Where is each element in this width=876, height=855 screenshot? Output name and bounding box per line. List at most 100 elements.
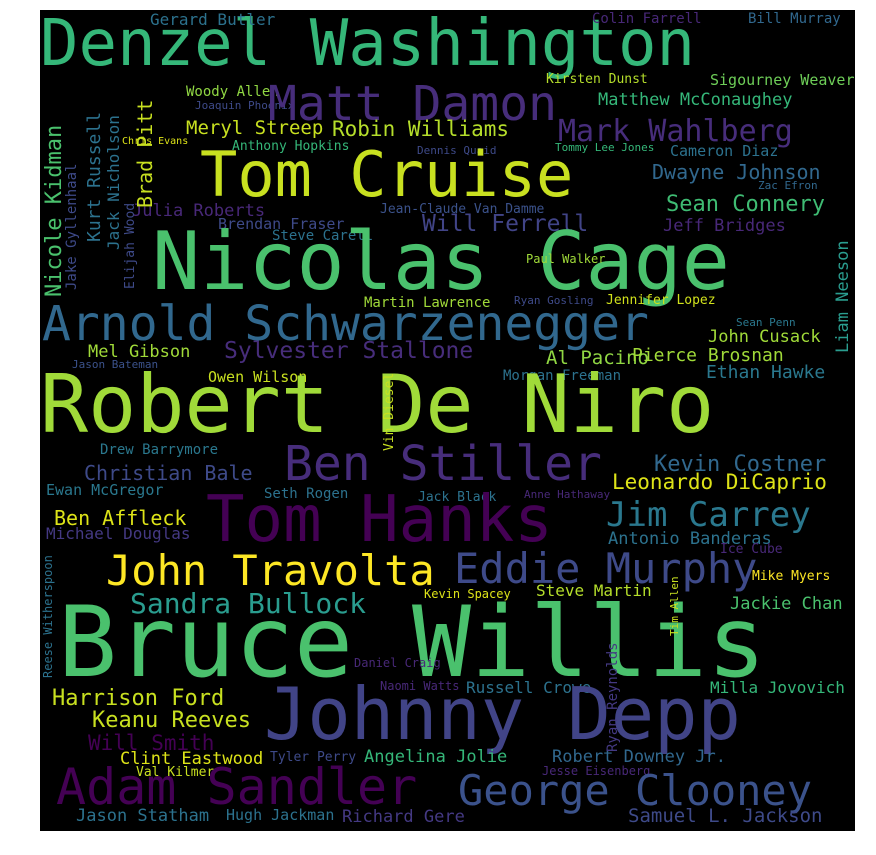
word-al-pacino: Al Pacino (546, 347, 649, 369)
word-brendan-fraser: Brendan Fraser (218, 215, 345, 233)
word-jason-bateman: Jason Bateman (72, 358, 159, 371)
word-vin-diesel: Vin Diesel (382, 372, 397, 451)
word-steve-carell: Steve Carell (272, 228, 374, 244)
word-ben-stiller: Ben Stiller (284, 436, 602, 492)
word-drew-barrymore: Drew Barrymore (100, 442, 219, 458)
word-morgan-freeman: Morgan Freeman (503, 368, 622, 384)
word-ben-affleck: Ben Affleck (54, 506, 187, 530)
word-paul-walker: Paul Walker (526, 252, 606, 266)
word-ethan-hawke: Ethan Hawke (706, 362, 826, 383)
word-will-ferrell: Will Ferrell (422, 211, 589, 237)
word-tom-cruise: Tom Cruise (200, 138, 574, 211)
word-anthony-hopkins: Anthony Hopkins (232, 139, 350, 154)
word-christian-bale: Christian Bale (84, 461, 253, 485)
word-arnold-schwarzenegger: Arnold Schwarzenegger (42, 296, 649, 352)
word-dennis-quaid: Dennis Quaid (417, 144, 497, 157)
word-jack-black: Jack Black (418, 490, 497, 505)
word-ryan-reynolds: Ryan Reynolds (605, 642, 621, 752)
word-adam-sandler: Adam Sandler (56, 758, 418, 816)
word-zac-efron: Zac Efron (758, 179, 818, 192)
word-nicole-kidman: Nicole Kidman (42, 124, 67, 297)
word-john-cusack: John Cusack (708, 327, 821, 347)
word-ewan-mcgregor: Ewan McGregor (46, 481, 164, 499)
word-antonio-banderas: Antonio Banderas (608, 529, 772, 549)
word-meryl-streep: Meryl Streep (186, 117, 324, 139)
word-will-smith: Will Smith (88, 731, 215, 755)
word-robin-williams: Robin Williams (332, 117, 510, 141)
word-samuel-l-jackson: Samuel L. Jackson (628, 805, 823, 827)
word-mark-wahlberg: Mark Wahlberg (558, 114, 793, 149)
word-gerard-butler: Gerard Butler (150, 10, 276, 29)
word-steve-martin: Steve Martin (536, 581, 652, 600)
word-kevin-costner: Kevin Costner (654, 452, 827, 477)
word-seth-rogen: Seth Rogen (264, 486, 349, 502)
word-keanu-reeves: Keanu Reeves (92, 708, 251, 733)
word-mel-gibson: Mel Gibson (88, 342, 191, 362)
word-kevin-spacey: Kevin Spacey (424, 587, 511, 601)
word-colin-farrell: Colin Farrell (592, 11, 702, 27)
word-leonardo-dicaprio: Leonardo DiCaprio (612, 470, 827, 494)
word-mike-myers: Mike Myers (752, 569, 831, 584)
word-kurt-russell: Kurt Russell (84, 111, 105, 242)
word-dwayne-johnson: Dwayne Johnson (652, 160, 821, 184)
word-jackie-chan: Jackie Chan (730, 594, 843, 614)
word-richard-gere: Richard Gere (342, 807, 465, 827)
word-jesse-eisenberg: Jesse Eisenberg (542, 764, 651, 778)
word-matt-damon: Matt Damon (268, 76, 557, 132)
word-chris-evans: Chris Evans (122, 136, 189, 147)
word-ryan-gosling: Ryan Gosling (514, 294, 594, 307)
word-george-clooney: George Clooney (458, 766, 813, 815)
word-val-kilmer: Val Kilmer (136, 765, 215, 780)
word-bruce-willis: Bruce Willis (58, 586, 767, 700)
word-sean-penn: Sean Penn (736, 316, 796, 329)
word-jack-nicholson: Jack Nicholson (104, 115, 123, 250)
word-robert-de-niro: Robert De Niro (40, 358, 715, 451)
word-nicolas-cage: Nicolas Cage (152, 215, 730, 308)
word-elijah-wood: Elijah Wood (123, 202, 138, 289)
word-hugh-jackman: Hugh Jackman (226, 806, 335, 824)
word-brad-pitt: Brad Pitt (133, 99, 157, 208)
word-tyler-perry: Tyler Perry (270, 750, 357, 765)
word-ice-cube: Ice Cube (720, 542, 783, 557)
word-martin-lawrence: Martin Lawrence (364, 295, 491, 311)
word-michael-douglas: Michael Douglas (46, 524, 191, 543)
word-johnny-depp: Johnny Depp (264, 672, 741, 756)
word-angelina-jolie: Angelina Jolie (364, 747, 508, 767)
word-bill-murray: Bill Murray (748, 11, 841, 27)
word-julia-roberts: Julia Roberts (132, 201, 266, 221)
word-naomi-watts: Naomi Watts (380, 679, 460, 693)
word-cameron-diaz: Cameron Diaz (670, 142, 779, 160)
word-harrison-ford: Harrison Ford (52, 686, 225, 711)
word-reese-witherspoon: Reese Witherspoon (41, 555, 55, 678)
word-kirsten-dunst: Kirsten Dunst (546, 72, 648, 87)
word-russell-crowe: Russell Crowe (466, 678, 592, 697)
word-sylvester-stallone: Sylvester Stallone (224, 338, 474, 364)
word-sean-connery: Sean Connery (666, 192, 825, 217)
word-joaquin-phoenix: Joaquin Phoenix (195, 99, 295, 112)
word-jim-carrey: Jim Carrey (606, 495, 811, 535)
word-john-travolta: John Travolta (106, 546, 435, 595)
word-anne-hathaway: Anne Hathaway (524, 488, 611, 501)
word-tommy-lee-jones: Tommy Lee Jones (555, 141, 655, 154)
word-matthew-mcconaughey: Matthew McConaughey (598, 90, 793, 110)
word-jason-statham: Jason Statham (76, 806, 210, 826)
word-liam-neeson: Liam Neeson (833, 240, 853, 353)
word-clint-eastwood: Clint Eastwood (120, 749, 264, 769)
word-denzel-washington: Denzel Washington (40, 10, 696, 81)
word-robert-downey-jr: Robert Downey Jr. (552, 747, 726, 767)
word-eddie-murphy: Eddie Murphy (454, 544, 758, 593)
word-tom-hanks: Tom Hanks (206, 483, 553, 557)
word-tim-allen: Tim Allen (668, 576, 681, 636)
word-sigourney-weaver: Sigourney Weaver (710, 71, 855, 89)
word-owen-wilson: Owen Wilson (208, 368, 308, 386)
word-sandra-bullock: Sandra Bullock (130, 587, 367, 620)
word-jake-gyllenhaal: Jake Gyllenhaal (64, 163, 80, 290)
word-jean-claude-van-damme: Jean-Claude Van Damme (380, 202, 545, 217)
word-jeff-bridges: Jeff Bridges (663, 216, 786, 236)
word-daniel-craig: Daniel Craig (354, 656, 441, 670)
word-jennifer-lopez: Jennifer Lopez (606, 293, 716, 308)
word-woody-allen: Woody Allen (186, 84, 279, 100)
word-pierce-brosnan: Pierce Brosnan (632, 345, 784, 366)
word-milla-jovovich: Milla Jovovich (710, 678, 845, 697)
word-cloud: Denzel Washington Gerard Butler Colin Fa… (40, 10, 855, 831)
